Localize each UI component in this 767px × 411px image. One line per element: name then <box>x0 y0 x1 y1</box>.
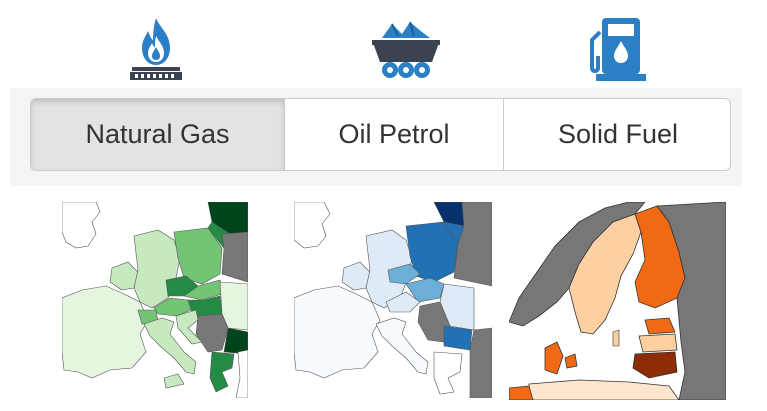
gas-flame-icon <box>124 14 188 82</box>
oil-petrol-map[interactable] <box>294 202 492 398</box>
natural-gas-map[interactable] <box>62 202 248 398</box>
coal-cart-icon <box>368 16 444 82</box>
solid-fuel-map[interactable] <box>509 202 726 400</box>
tab-oil-petrol[interactable]: Oil Petrol <box>285 99 504 170</box>
energy-type-toggle-group: Natural Gas Oil Petrol Solid Fuel <box>30 98 731 171</box>
tab-natural-gas[interactable]: Natural Gas <box>31 99 285 170</box>
fuel-pump-icon <box>582 14 652 82</box>
energy-type-toolbar: Natural Gas Oil Petrol Solid Fuel <box>10 88 742 186</box>
tab-solid-fuel[interactable]: Solid Fuel <box>557 119 679 149</box>
